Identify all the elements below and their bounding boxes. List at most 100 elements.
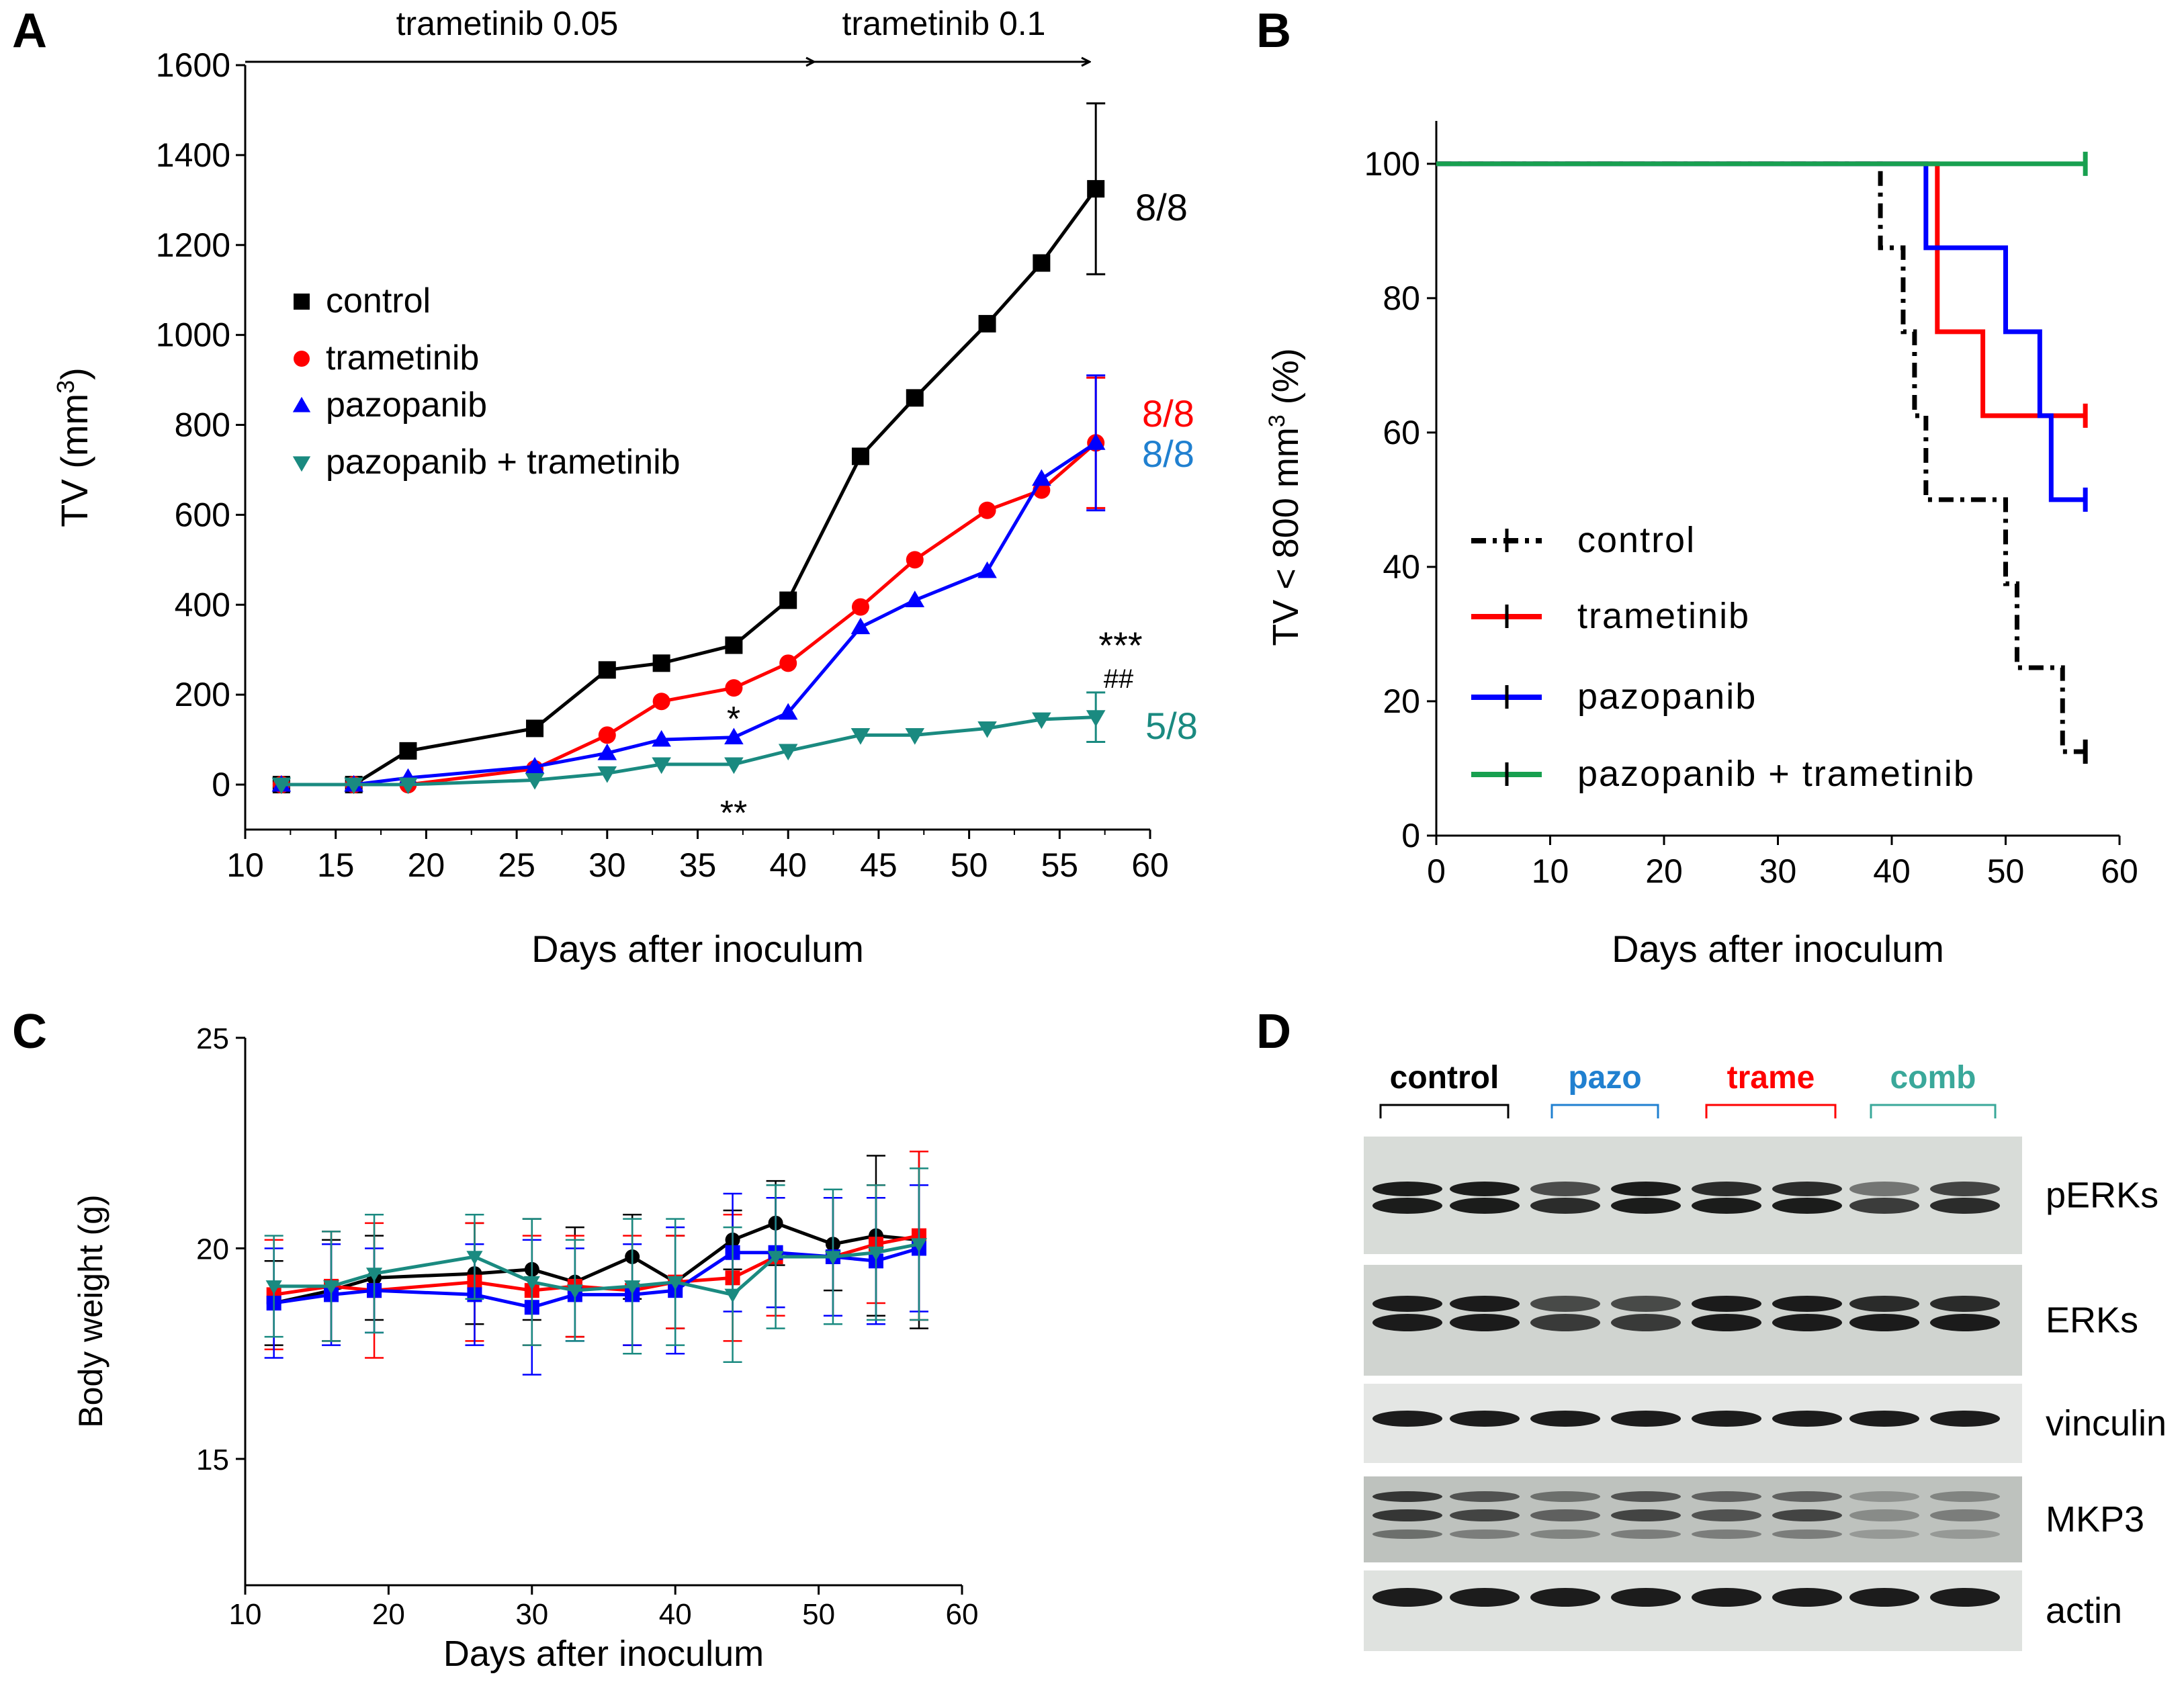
band (1930, 1296, 2000, 1312)
legend-marker (292, 396, 311, 412)
y-axis-label: TV (mm3) (52, 367, 95, 527)
y-tick-label: 80 (1383, 279, 1420, 317)
data-point (779, 591, 797, 609)
band (1372, 1588, 1442, 1607)
data-point (652, 693, 670, 711)
x-tick-label: 10 (229, 1598, 262, 1631)
blot-label-actin: actin (2046, 1591, 2122, 1631)
group-label-control: control (1390, 1060, 1499, 1096)
y-axis-label-sup: 3 (52, 380, 79, 394)
band (1611, 1296, 1681, 1312)
band (1450, 1182, 1520, 1196)
x-tick-label: 60 (946, 1598, 979, 1631)
sig-double-star: ** (720, 794, 747, 833)
data-point (265, 1280, 282, 1294)
band (1930, 1529, 2000, 1539)
data-point (652, 729, 671, 747)
band (1530, 1182, 1600, 1196)
y-tick-label: 0 (1401, 817, 1420, 854)
x-tick-label: 20 (408, 846, 445, 884)
blot-label-mkp3: MKP3 (2046, 1499, 2144, 1540)
blot-label-vinculin: vinculin (2046, 1403, 2167, 1444)
group-label-trame: trame (1727, 1060, 1815, 1096)
group-bracket-pazo (1550, 1104, 1659, 1118)
sig-hash: ## (1104, 664, 1134, 694)
legend-b: control trametinib pazopanib pazopanib + tr… (1471, 520, 1974, 794)
panel-d: D control pazo trame comb pERKs ERKs vinculin M… (1256, 1005, 2167, 1651)
band (1450, 1314, 1520, 1331)
sig-triple-star: *** (1098, 624, 1142, 666)
series-line (281, 441, 1097, 787)
series-pazopanib-trametinib (271, 691, 1106, 795)
blot-label-perks: pERKs (2046, 1175, 2158, 1216)
arrow-label-trametinib-005: trametinib 0.05 (396, 5, 619, 42)
band (1611, 1491, 1681, 1502)
ratio-pazopanib: 8/8 (1142, 433, 1194, 475)
x-axis-label: Days after inoculum (443, 1634, 764, 1674)
group-label-comb: comb (1890, 1060, 1976, 1096)
blot-mkp3: MKP3 (1364, 1476, 2144, 1562)
y-tick-label: 25 (196, 1022, 229, 1055)
x-tick-label: 30 (1759, 852, 1797, 890)
legend-label: trametinib (326, 339, 479, 378)
x-tick-label: 55 (1041, 846, 1078, 884)
band (1692, 1509, 1761, 1521)
group-bracket-control (1379, 1104, 1510, 1118)
data-point (667, 1276, 684, 1290)
band (1530, 1314, 1600, 1331)
y-tick-label: 1200 (156, 226, 230, 264)
x-tick-label: 50 (802, 1598, 835, 1631)
data-point (526, 719, 544, 738)
data-point (598, 726, 616, 744)
band (1849, 1491, 1919, 1502)
ratio-control: 8/8 (1135, 186, 1188, 228)
x-tick-label: 60 (2101, 852, 2138, 890)
x-tick-label: 50 (951, 846, 988, 884)
band (1772, 1588, 1842, 1607)
data-point (867, 1246, 885, 1261)
data-point (767, 1251, 784, 1266)
y-tick-label: 1000 (156, 316, 230, 354)
data-point (978, 501, 996, 519)
blot-perks: pERKs (1364, 1137, 2158, 1254)
data-point (1032, 469, 1051, 486)
x-tick-label: 40 (659, 1598, 692, 1631)
data-point (905, 590, 925, 607)
band (1849, 1509, 1919, 1521)
data-point (365, 1268, 383, 1282)
legend-marker (294, 294, 310, 310)
data-point (850, 728, 871, 745)
km-curve-pazopanib (1436, 161, 2086, 502)
legend-label: trametinib (1577, 596, 1750, 636)
data-point (724, 757, 744, 774)
series-trametinib (272, 376, 1106, 794)
x-tick-label: 40 (1873, 852, 1911, 890)
blot-strip (1364, 1570, 2022, 1651)
band (1692, 1491, 1761, 1502)
data-point (597, 743, 617, 760)
band (1692, 1314, 1761, 1331)
data-point (824, 1251, 842, 1266)
legend-label: control (326, 281, 431, 320)
panel-letter-d: D (1256, 1005, 1291, 1059)
band (1372, 1198, 1442, 1214)
data-point (977, 721, 997, 738)
data-point (905, 728, 925, 745)
blot-vinculin: vinculin (1364, 1384, 2167, 1463)
band (1849, 1411, 1919, 1427)
data-point (271, 777, 292, 795)
series-line (281, 441, 1097, 787)
data-point (525, 772, 545, 790)
y-tick-label: 20 (196, 1233, 229, 1266)
panel-letter-c: C (12, 1005, 47, 1059)
data-point (322, 1280, 340, 1294)
band (1849, 1314, 1919, 1331)
y-axis-label-close: ) (53, 367, 95, 380)
band (1450, 1491, 1520, 1502)
band (1692, 1198, 1761, 1214)
panel-c: C 15 20 25 10 20 30 40 50 60 Days after inoculum B… (12, 1005, 978, 1674)
band (1772, 1182, 1842, 1196)
ratio-combo: 5/8 (1145, 705, 1198, 747)
data-point (851, 598, 869, 616)
arrow-label-trametinib-01: trametinib 0.1 (842, 5, 1046, 42)
